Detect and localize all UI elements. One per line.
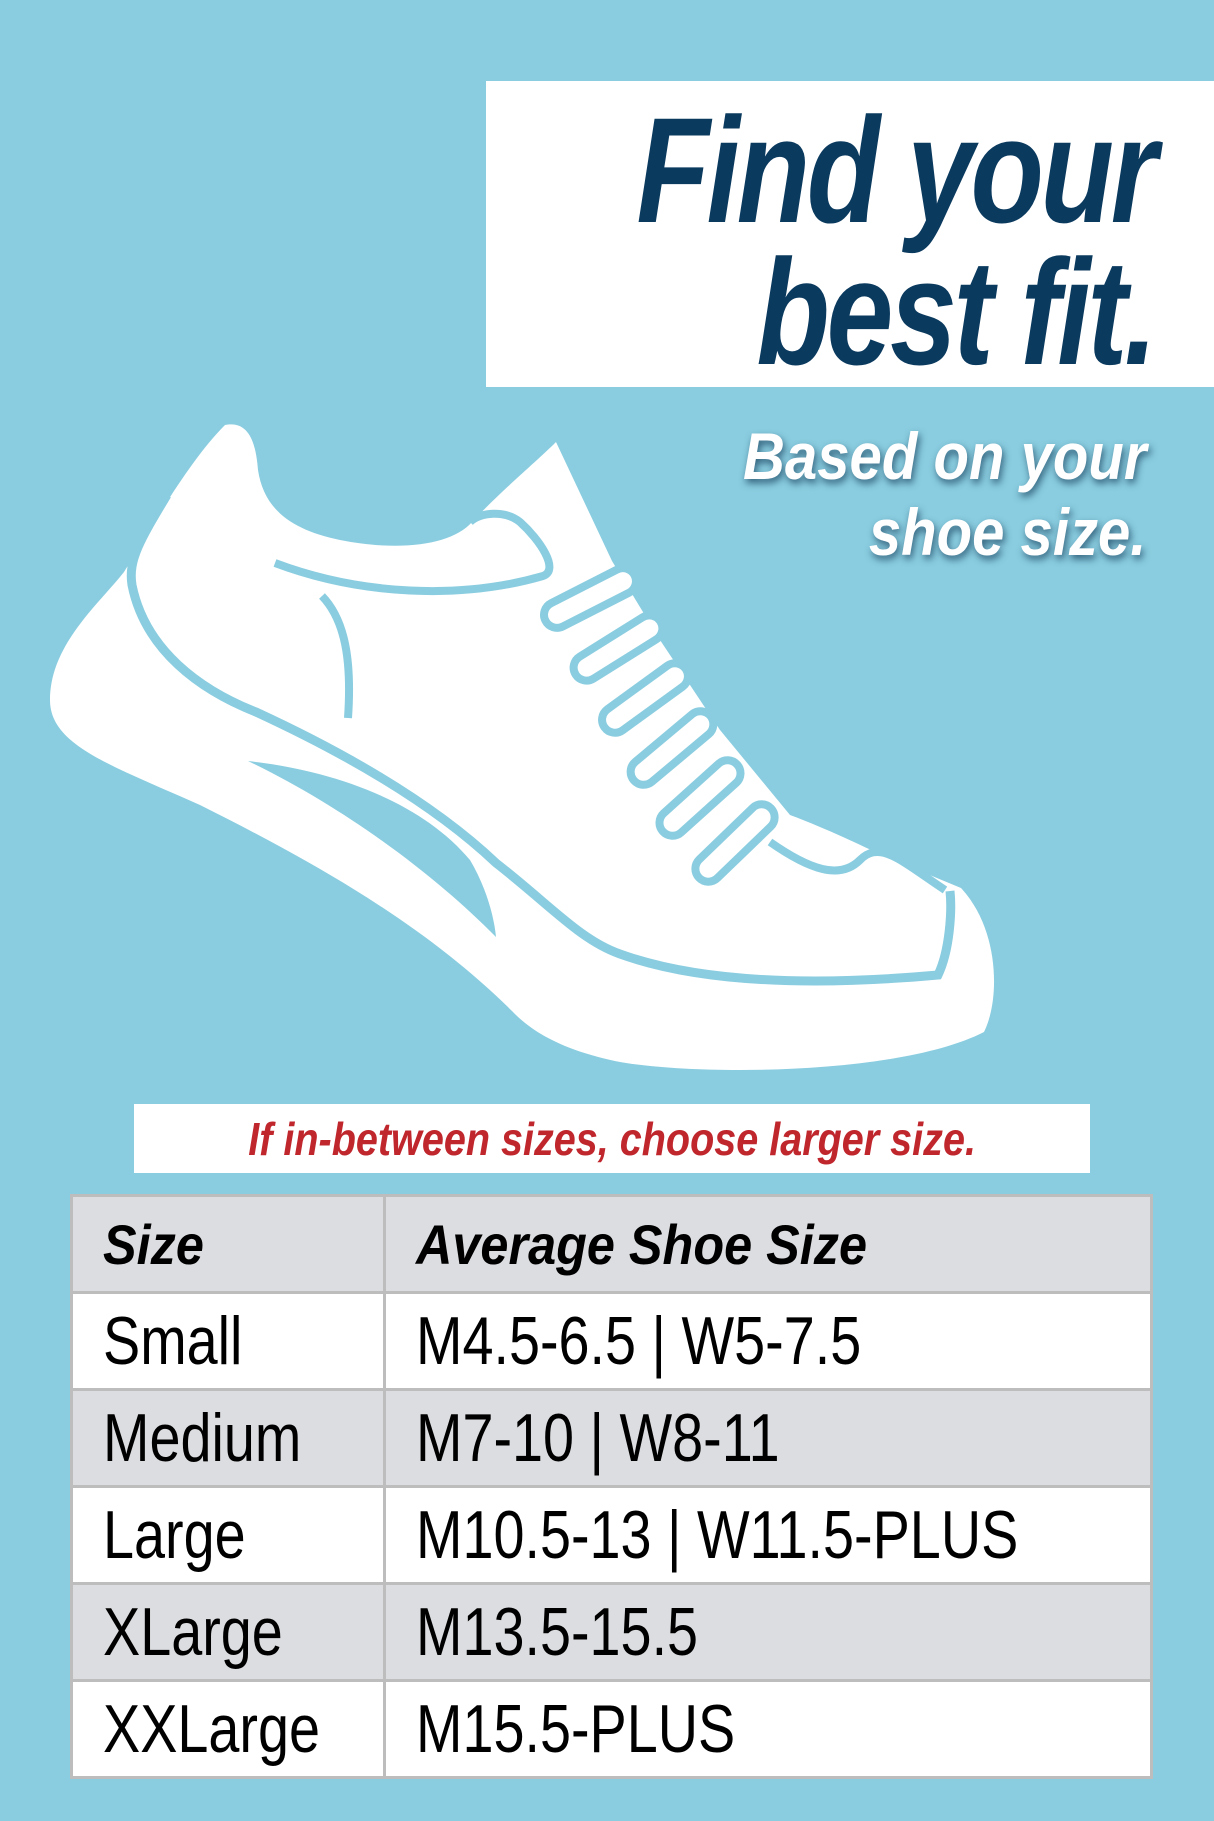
shoe-size-value: M7-10 | W8-11 [415, 1400, 780, 1476]
shoe-midsole-line [126, 492, 956, 986]
table-header-row: Size Average Shoe Size [70, 1194, 1153, 1294]
shoe-size-cell: M10.5-13 | W11.5-PLUS [382, 1485, 1153, 1585]
shoe-size-value: M13.5-15.5 [415, 1594, 698, 1670]
size-value: Large [103, 1497, 246, 1573]
shoe-size-cell: M7-10 | W8-11 [382, 1388, 1153, 1488]
shoe-size-cell: M4.5-6.5 | W5-7.5 [382, 1291, 1153, 1391]
header-average-shoe-size: Average Shoe Size [382, 1194, 1153, 1294]
shoe-toecap-line [767, 838, 948, 894]
sizing-note-text: If in-between sizes, choose larger size. [248, 1112, 976, 1165]
shoe-body [50, 424, 995, 1071]
subtitle: Based on your shoe size. [743, 418, 1146, 570]
size-cell: XLarge [70, 1582, 386, 1682]
table-row: Small M4.5-6.5 | W5-7.5 [70, 1291, 1153, 1391]
shoe-size-value: M15.5-PLUS [415, 1691, 735, 1767]
size-value: Medium [103, 1400, 302, 1476]
table-row: Medium M7-10 | W8-11 [70, 1388, 1153, 1488]
shoe-size-cell: M13.5-15.5 [382, 1582, 1153, 1682]
size-value: Small [103, 1303, 243, 1379]
table-row: XXLarge M15.5-PLUS [70, 1679, 1153, 1779]
sizing-note: If in-between sizes, choose larger size. [134, 1104, 1090, 1173]
title-box: Find your best fit. [486, 81, 1214, 387]
size-cell: XXLarge [70, 1679, 386, 1779]
sneaker-icon [50, 424, 995, 1071]
size-value: XLarge [103, 1594, 283, 1670]
table-row: Large M10.5-13 | W11.5-PLUS [70, 1485, 1153, 1585]
header-size: Size [70, 1194, 386, 1294]
size-cell: Medium [70, 1388, 386, 1488]
shoe-size-value: M10.5-13 | W11.5-PLUS [415, 1497, 1018, 1573]
table-row: XLarge M13.5-15.5 [70, 1582, 1153, 1682]
size-value: XXLarge [103, 1691, 321, 1767]
size-cell: Small [70, 1291, 386, 1391]
size-chart-table: Size Average Shoe Size Small M4.5-6.5 | … [70, 1194, 1153, 1779]
shoe-quarter-line [319, 593, 354, 719]
subtitle-line-1: Based on your [742, 419, 1146, 493]
title-line-2: best fit. [756, 228, 1157, 396]
shoe-size-cell: M15.5-PLUS [382, 1679, 1153, 1779]
shoe-swoosh [248, 761, 496, 937]
title-line-1: Find your [636, 86, 1157, 254]
shoe-collar-line [273, 509, 554, 596]
header-shoe-label: Average Shoe Size [415, 1212, 867, 1276]
shoe-size-value: M4.5-6.5 | W5-7.5 [415, 1303, 861, 1379]
subtitle-line-2: shoe size. [868, 495, 1146, 569]
header-size-label: Size [103, 1212, 204, 1276]
shoe-laces [540, 564, 779, 886]
size-cell: Large [70, 1485, 386, 1585]
